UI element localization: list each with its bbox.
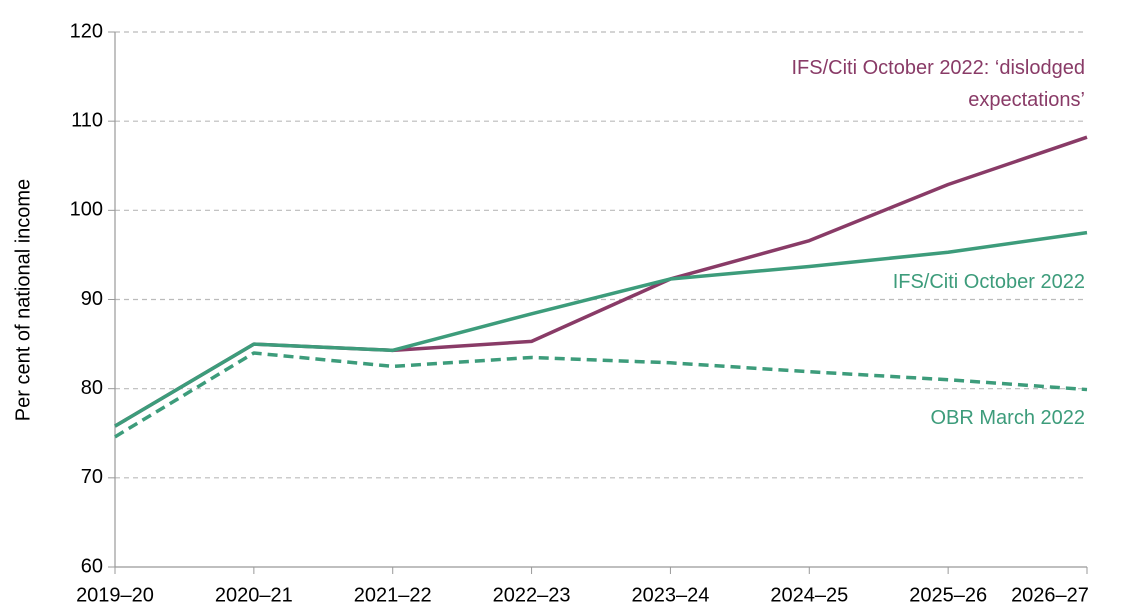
- y-axis-label: Per cent of national income: [12, 179, 34, 421]
- x-tick-label: 2024–25: [770, 584, 848, 606]
- series-label: IFS/Citi October 2022: [892, 271, 1085, 293]
- x-tick-label: 2022–23: [493, 584, 571, 606]
- y-tick-label: 90: [81, 288, 103, 310]
- x-tick-label: 2019–20: [76, 584, 154, 606]
- y-tick-label: 120: [70, 20, 103, 42]
- x-tick-label: 2026–27: [1011, 584, 1089, 606]
- x-tick-label: 2020–21: [215, 584, 293, 606]
- y-tick-label: 60: [81, 555, 103, 577]
- y-tick-label: 100: [70, 199, 103, 221]
- series-line: [114, 351, 1088, 439]
- y-tick-label: 110: [71, 109, 103, 131]
- y-tick-label: 80: [81, 377, 103, 399]
- series-line: [114, 230, 1088, 428]
- x-tick-label: 2025–26: [909, 584, 987, 606]
- x-tick-label: 2023–24: [631, 584, 709, 606]
- y-tick-label: 70: [81, 466, 103, 488]
- series-label: IFS/Citi October 2022: ‘dislodged expect…: [791, 57, 1086, 111]
- series-label: OBR March 2022: [930, 407, 1085, 429]
- x-tick-label: 2021–22: [354, 584, 432, 606]
